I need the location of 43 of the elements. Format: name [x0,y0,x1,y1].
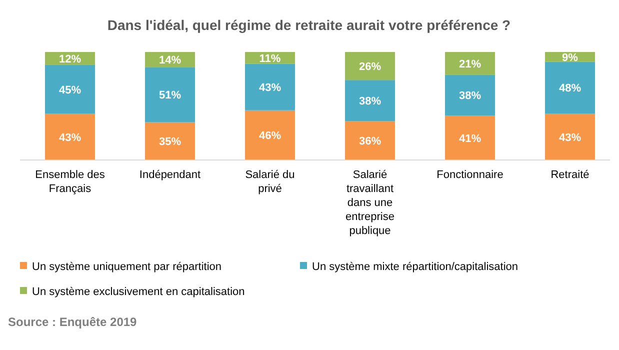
data-label: 43% [58,132,82,144]
legend-label: Un système mixte répartition/capitalisation [312,261,518,273]
bar [45,114,95,160]
legend-label: Un système exclusivement en capitalisation [32,286,245,298]
data-label: 43% [258,82,282,94]
x-tick-label: Salarié travaillant dans une entreprise publique [346,169,394,237]
data-label: 51% [158,90,182,102]
data-label: 12% [58,53,82,66]
data-label: 43% [558,132,582,144]
data-label: 14% [158,54,182,67]
data-label: 38% [458,90,482,102]
x-tick-label: Indépendant [139,169,201,181]
bar [445,116,495,160]
bar [545,114,595,160]
x-tick-label: Salarié du privé [245,169,295,195]
x-tick-label: Retraité [550,169,590,181]
data-label: 35% [158,136,182,148]
bar [345,121,395,160]
data-label: 41% [458,132,482,145]
data-label: 21% [458,58,482,70]
x-tick-label: Fonctionnaire [436,169,504,181]
chart-title: Dans l'idéal, quel régime de retraite aurait votre préférence ? [107,17,511,33]
data-label: 46% [258,130,282,142]
bar [145,122,195,160]
bar [445,74,495,116]
source-note: Source : Enquête 2019 [8,315,138,329]
data-label: 11% [259,52,281,65]
legend-label: Un système uniquement par répartition [32,261,222,273]
data-label: 38% [358,96,382,108]
bar [245,110,295,160]
data-label: 48% [558,82,582,95]
bar [45,64,95,114]
bar [345,52,395,80]
data-label: 36% [358,136,382,148]
x-tick-label: Ensemble des Français [35,169,106,195]
bar [545,62,595,114]
data-label: 26% [358,61,382,74]
bar [245,64,295,110]
bar [345,80,395,122]
data-label: 45% [58,84,82,96]
bar [145,67,195,122]
bar [445,52,495,75]
data-label: 9% [562,52,578,64]
